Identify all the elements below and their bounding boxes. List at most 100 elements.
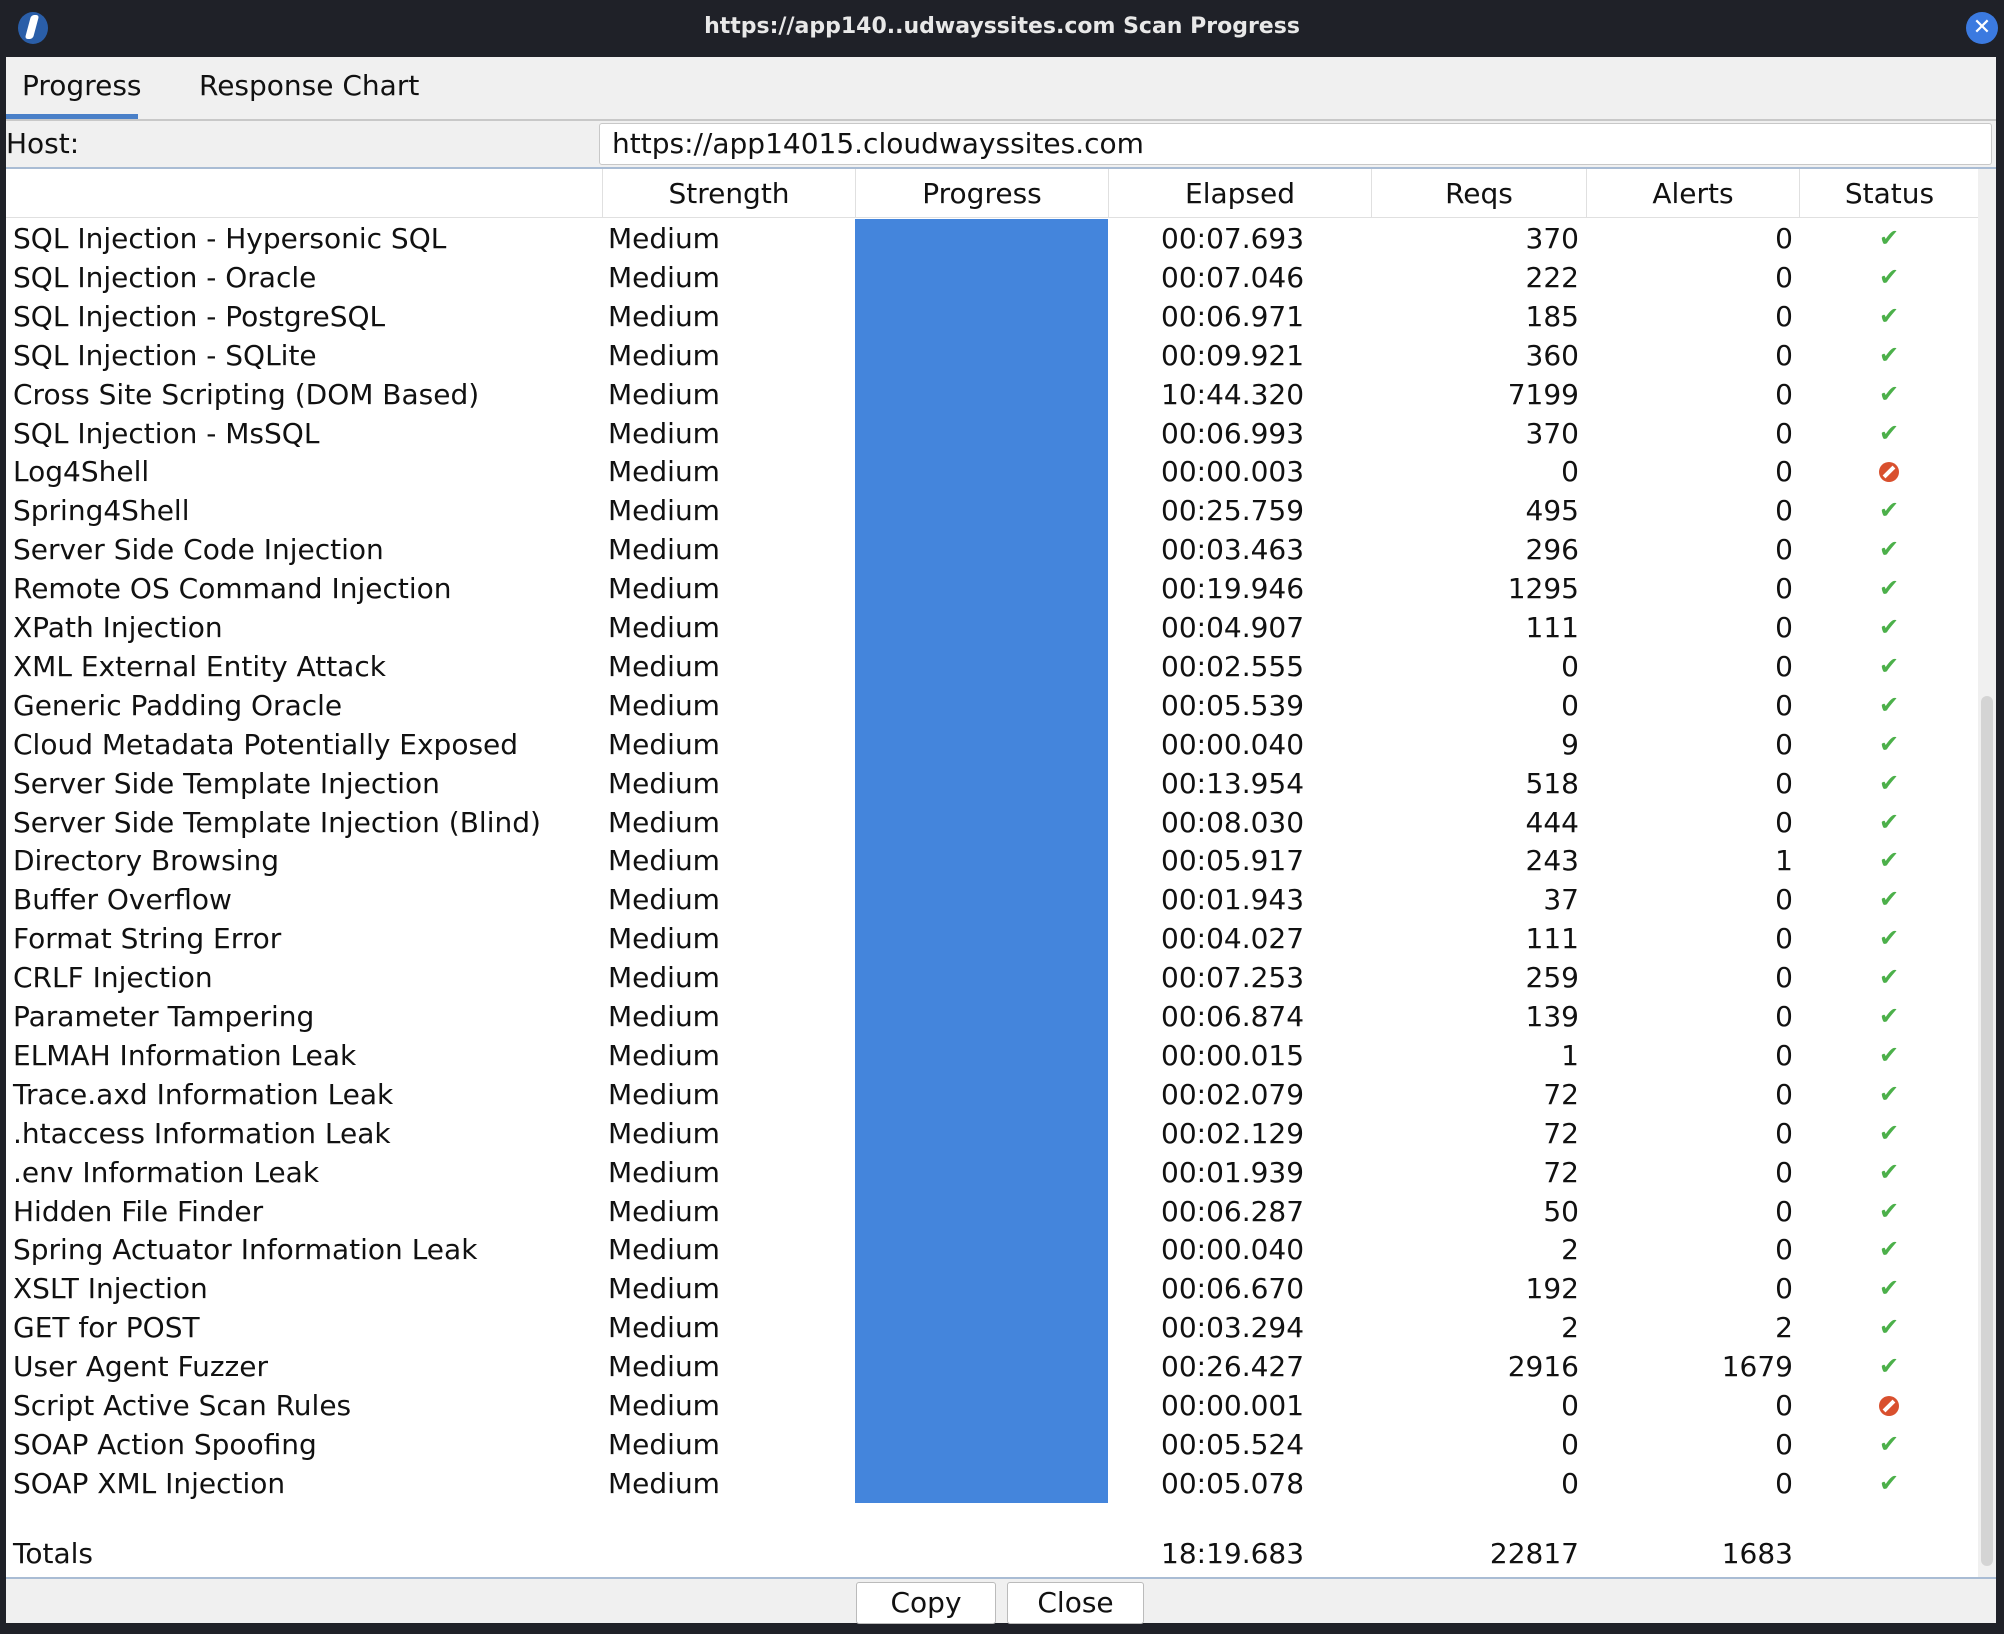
table-row[interactable]: XPath Injection Medium 00:04.907 111 0 ✔ [6,608,1978,647]
table-row[interactable]: Spring Actuator Information Leak Medium 00… [6,1230,1978,1270]
rule-alerts: 0 [1775,961,1793,995]
table-row[interactable]: Server Side Template Injection Medium 00:1… [6,763,1978,803]
table-row[interactable]: Directory Browsing Medium 00:05.917 243 1 ✔ [6,841,1978,881]
rule-reqs: 72 [1543,1116,1579,1150]
table-row[interactable]: Hidden File Finder Medium 00:06.287 50 0 ✔ [6,1191,1978,1231]
table-row[interactable]: .env Information Leak Medium 00:01.939 72 0 ✔ [6,1152,1978,1192]
table-row[interactable]: Buffer Overflow Medium 00:01.943 37 0 ✔ [6,880,1978,920]
rule-reqs: 2 [1561,1311,1579,1345]
table-row[interactable]: Cloud Metadata Potentially Exposed Medium… [6,724,1978,764]
rule-elapsed: 00:13.954 [1161,766,1305,800]
rule-strength: Medium [608,1311,720,1345]
table-row[interactable]: User Agent Fuzzer Medium 00:26.427 2916 1679… [6,1347,1978,1387]
status-cell: ✔ [1799,297,1978,336]
rule-alerts: 0 [1775,1155,1793,1189]
rule-strength: Medium [608,611,720,644]
table-row[interactable]: Trace.axd Information Leak Medium 00:02.07… [6,1074,1978,1114]
rule-strength: Medium [608,1077,720,1111]
table-row[interactable]: SOAP XML Injection Medium 00:05.078 0 0 ✔ [6,1463,1978,1503]
progress-bar [855,608,1108,647]
table-row[interactable]: Parameter Tampering Medium 00:06.874 139 0 ✔ [6,997,1978,1036]
status-cell: ✔ [1799,414,1978,453]
rule-strength: Medium [608,299,720,333]
rule-alerts: 0 [1775,1427,1793,1461]
rule-elapsed: 00:00.001 [1161,1389,1305,1422]
progress-bar [855,1347,1108,1387]
rule-elapsed: 10:44.320 [1161,377,1305,411]
column-header-alerts[interactable]: Alerts [1586,169,1799,218]
totals-reqs: 22817 [1489,1537,1579,1570]
rule-name: .env Information Leak [13,1155,320,1189]
table-row[interactable]: SQL Injection - SQLite Medium 00:09.921 360… [6,335,1978,375]
table-row[interactable]: Script Active Scan Rules Medium 00:00.001 0… [6,1386,1978,1425]
rule-alerts: 0 [1775,805,1793,839]
check-icon: ✔ [1878,1079,1900,1108]
scrollbar-thumb[interactable] [1981,696,1993,1566]
progress-bar [855,1074,1108,1114]
copy-button[interactable]: Copy [856,1582,996,1624]
table-row[interactable]: SQL Injection - PostgreSQL Medium 00:06.97… [6,296,1978,336]
table-row[interactable]: Log4Shell Medium 00:00.003 0 0 [6,452,1978,492]
table-row[interactable]: GET for POST Medium 00:03.294 2 2 ✔ [6,1308,1978,1348]
rule-alerts: 0 [1775,299,1793,333]
rule-alerts: 0 [1775,1272,1793,1306]
host-field[interactable]: https://app14015.cloudwayssites.com [599,123,1992,165]
rule-strength: Medium [608,260,720,294]
rule-name: SQL Injection - PostgreSQL [13,299,386,333]
status-cell: ✔ [1799,491,1978,530]
rule-strength: Medium [608,377,720,411]
column-header-elapsed[interactable]: Elapsed [1108,169,1371,218]
column-header-status[interactable]: Status [1799,169,1978,218]
table-row[interactable]: Server Side Code Injection Medium 00:03.46… [6,530,1978,570]
table-row[interactable]: Cross Site Scripting (DOM Based) Medium 10… [6,374,1978,414]
column-header-reqs[interactable]: Reqs [1371,169,1586,218]
rule-elapsed: 00:00.015 [1161,1038,1305,1072]
tab-progress[interactable]: Progress [6,69,142,119]
progress-bar [855,997,1108,1036]
rule-alerts: 0 [1775,922,1793,956]
rule-reqs: 0 [1561,1466,1579,1500]
table-row[interactable]: Generic Padding Oracle Medium 00:05.539 0 0 ✔ [6,685,1978,725]
column-header-name[interactable] [6,169,602,218]
table-row[interactable]: Server Side Template Injection (Blind) Me… [6,802,1978,842]
table-row[interactable]: SQL Injection - Oracle Medium 00:07.046 222… [6,257,1978,297]
host-label: Host: [6,127,80,160]
status-cell: ✔ [1799,764,1978,803]
status-cell: ✔ [1799,1036,1978,1075]
table-row[interactable]: SQL Injection - MsSQL Medium 00:06.993 370 0… [6,413,1978,453]
status-cell: ✔ [1799,336,1978,375]
table-row[interactable]: XSLT Injection Medium 00:06.670 192 0 ✔ [6,1269,1978,1309]
rule-strength: Medium [608,1155,720,1189]
progress-bar [855,1230,1108,1270]
check-icon: ✔ [1878,846,1900,875]
table-row[interactable]: Spring4Shell Medium 00:25.759 495 0 ✔ [6,491,1978,531]
app-logo-icon [18,12,48,44]
rule-strength: Medium [608,1350,720,1384]
rule-alerts: 0 [1775,611,1793,644]
vertical-scrollbar[interactable] [1978,169,1996,1577]
rule-name: Server Side Code Injection [13,533,384,567]
column-header-progress[interactable]: Progress [855,169,1108,218]
tab-response-chart[interactable]: Response Chart [199,69,420,102]
table-row[interactable]: XML External Entity Attack Medium 00:02.55… [6,646,1978,686]
table-row[interactable]: SQL Injection - Hypersonic SQL Medium 00:0… [6,219,1978,258]
check-icon: ✔ [1878,1313,1900,1342]
window-close-button[interactable]: ✕ [1966,12,1998,44]
rule-reqs: 0 [1561,455,1579,489]
table-row[interactable]: ELMAH Information Leak Medium 00:00.015 1 0 ✔ [6,1035,1978,1075]
rule-alerts: 0 [1775,377,1793,411]
table-row[interactable]: SOAP Action Spoofing Medium 00:05.524 0 0 ✔ [6,1424,1978,1464]
rule-elapsed: 00:05.917 [1161,844,1305,878]
table-row[interactable]: .htaccess Information Leak Medium 00:02.12… [6,1113,1978,1153]
rule-name: SQL Injection - SQLite [13,338,317,372]
column-header-strength[interactable]: Strength [602,169,855,218]
close-button[interactable]: Close [1007,1582,1144,1624]
table-row[interactable]: CRLF Injection Medium 00:07.253 259 0 ✔ [6,958,1978,998]
rule-alerts: 0 [1775,1389,1793,1422]
check-icon: ✔ [1878,1040,1900,1069]
status-cell: ✔ [1799,1464,1978,1503]
table-row[interactable]: Remote OS Command Injection Medium 00:19.9… [6,569,1978,609]
rule-strength: Medium [608,1389,720,1422]
table-row[interactable]: Format String Error Medium 00:04.027 111 0 ✔ [6,919,1978,959]
progress-bar [855,685,1108,725]
